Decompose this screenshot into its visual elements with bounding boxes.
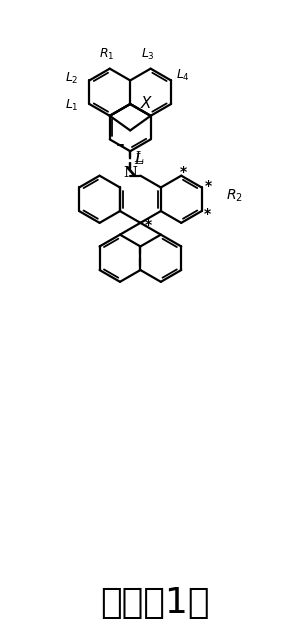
Text: $R_1$: $R_1$: [99, 47, 115, 62]
Text: $R_2$: $R_2$: [226, 188, 243, 204]
Text: *: *: [204, 207, 211, 221]
Text: $L_1$: $L_1$: [65, 98, 79, 113]
Text: *: *: [145, 218, 152, 232]
Text: L: L: [134, 151, 143, 165]
Text: *: *: [180, 165, 187, 179]
Text: 通式（1）: 通式（1）: [100, 587, 209, 620]
Text: *: *: [205, 179, 212, 193]
Text: $L_3$: $L_3$: [141, 47, 155, 62]
Text: N: N: [123, 166, 137, 180]
Text: $L_2$: $L_2$: [65, 71, 79, 87]
Text: $X$: $X$: [140, 94, 153, 110]
Text: $L_4$: $L_4$: [176, 69, 191, 84]
Text: L: L: [134, 152, 143, 167]
